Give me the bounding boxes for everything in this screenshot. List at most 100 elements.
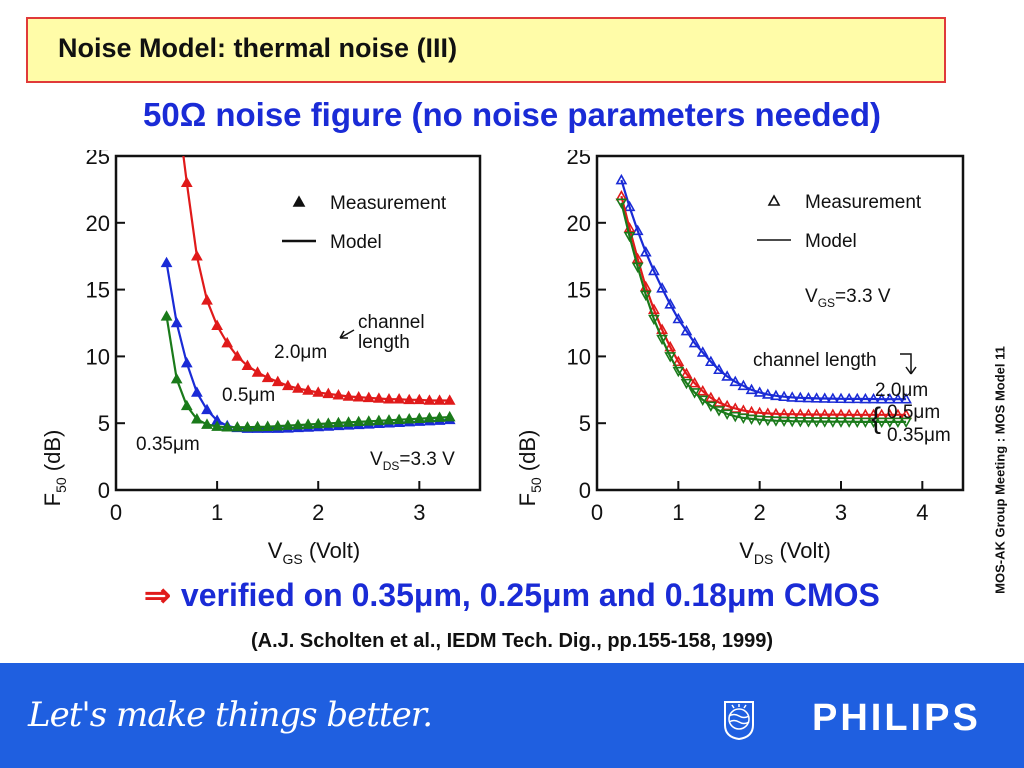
measurement-point (664, 298, 677, 309)
brace: { (871, 402, 881, 435)
measurement-point (810, 392, 823, 403)
y-tick-label: 0 (98, 478, 110, 503)
label-0.5um: 0.5μm (887, 402, 940, 423)
measurement-point (362, 415, 375, 426)
measurement-point (696, 346, 709, 357)
measurement-point (835, 392, 847, 404)
measurement-point (312, 417, 325, 429)
measurement-point (403, 413, 416, 424)
y-tick-label: 5 (98, 411, 110, 436)
measurement-point (851, 417, 864, 428)
label-0.5um: 0.5μm (222, 385, 275, 406)
measurement-point (770, 389, 782, 401)
plot-layer: 0 5 10 15 20 25 0 1 2 3 (86, 150, 482, 525)
label-2um: 2.0μm (875, 380, 928, 401)
measurement-point (778, 416, 790, 428)
measurement-point (713, 363, 725, 375)
y-tick-label: 10 (86, 344, 110, 369)
measurement-point (892, 417, 904, 428)
label-0.35um: 0.35μm (136, 434, 200, 455)
measurement-point (696, 385, 709, 396)
measurement-point (802, 391, 815, 403)
y-tick-label: 15 (567, 278, 591, 303)
measurement-point (191, 250, 203, 261)
measurement-point (786, 416, 799, 428)
measurement-point (688, 376, 701, 388)
measurement-point (867, 392, 880, 404)
measurement-point (261, 420, 274, 431)
measurement-point (631, 224, 644, 236)
measurement-point (413, 412, 426, 423)
measurement-point (818, 417, 831, 428)
measurement-point (180, 399, 193, 411)
measurement-point (778, 390, 790, 402)
implies-arrow-icon: ⇒ (144, 577, 171, 613)
legend-measurement-marker (292, 195, 306, 207)
measurement-point (875, 417, 888, 428)
measurement-point (261, 371, 274, 383)
channel-length-arrow (339, 329, 355, 339)
plot-frame (114, 154, 482, 492)
measurement-point (900, 417, 912, 428)
measurement-point (835, 417, 847, 428)
measurement-point (794, 391, 807, 403)
bias-annotation: VGS=3.3 V (805, 286, 891, 310)
measurement-point (737, 413, 750, 424)
measurement-point (623, 231, 636, 243)
measurement-point (443, 410, 456, 422)
title-box: Noise Model: thermal noise (III) (26, 17, 946, 83)
measurement-point (623, 200, 636, 212)
measurement-point (859, 417, 872, 428)
measurement-point (160, 310, 173, 321)
measurement-point (292, 418, 304, 430)
y-tick-label: 25 (567, 150, 591, 169)
x-tick-label: 0 (591, 500, 603, 525)
x-tick-label: 2 (754, 500, 766, 525)
measurement-point (843, 417, 856, 428)
measurement-point (302, 418, 314, 429)
legend-measurement-label: Measurement (330, 193, 447, 214)
measurement-point (721, 370, 734, 381)
measurement-point (251, 420, 264, 432)
measurement-point (292, 382, 304, 393)
measurement-point (753, 415, 766, 426)
measurement-point (639, 290, 652, 302)
chart-vgs: 0 5 10 15 20 25 0 1 2 3 F50 (dB) VGS (Volt) Measu… (40, 150, 482, 567)
measurement-point (241, 421, 254, 432)
measurement-point (721, 399, 734, 411)
measurement-point (664, 340, 677, 352)
measurement-point (251, 366, 264, 377)
y-tick-label: 20 (567, 211, 591, 236)
measurement-point (221, 336, 234, 348)
measurement-point (393, 393, 405, 404)
measurement-point (656, 334, 668, 346)
measurement-point (211, 420, 223, 431)
measurement-point (688, 336, 701, 348)
channel-length-arrow (900, 353, 917, 375)
legend-measurement-label: Measurement (805, 192, 922, 213)
measurement-point (648, 264, 660, 276)
measurement-point (892, 393, 904, 404)
measurement-point (393, 413, 405, 425)
verified-statement: ⇒ verified on 0.35μm, 0.25μm and 0.18μm C… (0, 576, 1024, 614)
measurement-point (794, 417, 807, 428)
measurement-point (443, 394, 456, 405)
measurement-point (786, 391, 799, 402)
measurement-point (170, 372, 183, 384)
x-tick-label: 3 (835, 500, 847, 525)
x-tick-label: 2 (312, 500, 324, 525)
measurement-point (221, 421, 234, 432)
y-tick-label: 20 (86, 211, 110, 236)
measurement-point (271, 420, 284, 431)
slide-title: Noise Model: thermal noise (III) (58, 33, 458, 63)
measurement-point (900, 393, 912, 404)
legend-measurement-marker (767, 194, 781, 206)
measurement-point (639, 246, 652, 257)
footer-banner: Let's make things better. PHILIPS (0, 663, 1024, 768)
y-axis-label: F50 (dB) (515, 430, 544, 507)
measurement-point (648, 314, 660, 326)
measurement-point (201, 403, 213, 415)
slide-subtitle: 50Ω noise figure (no noise parameters ne… (143, 96, 881, 133)
x-tick-label: 0 (110, 500, 122, 525)
measurement-point (802, 417, 815, 428)
